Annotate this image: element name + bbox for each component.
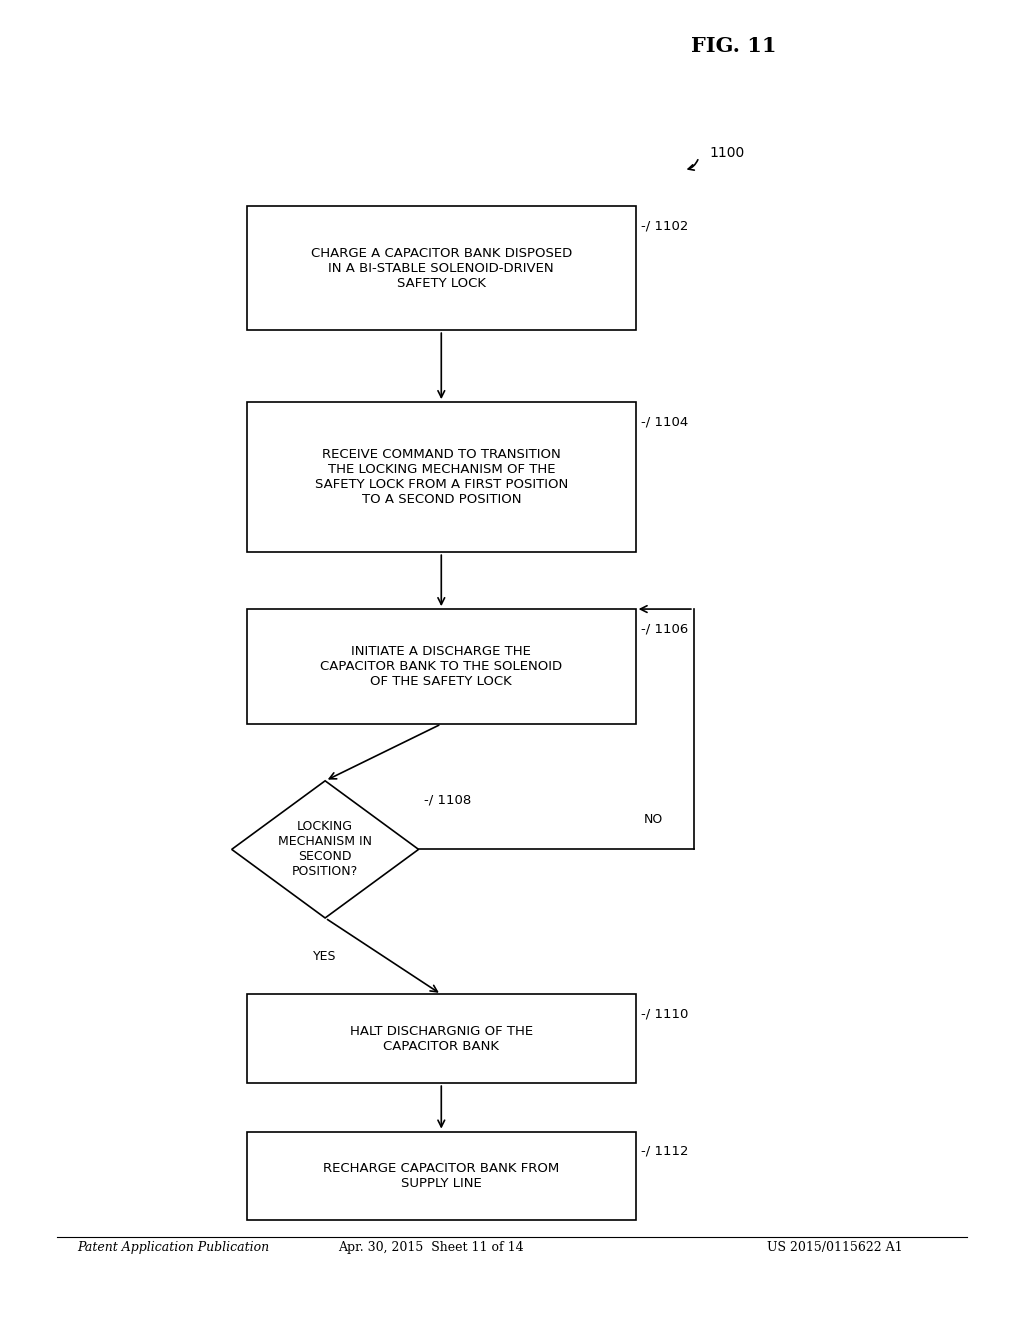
Text: CHARGE A CAPACITOR BANK DISPOSED
IN A BI-STABLE SOLENOID-DRIVEN
SAFETY LOCK: CHARGE A CAPACITOR BANK DISPOSED IN A BI…: [310, 247, 572, 289]
Text: Patent Application Publication: Patent Application Publication: [78, 1241, 269, 1254]
Bar: [247, 1131, 636, 1220]
Text: Apr. 30, 2015  Sheet 11 of 14: Apr. 30, 2015 Sheet 11 of 14: [338, 1241, 524, 1254]
Text: -/ 1112: -/ 1112: [641, 1144, 688, 1158]
Text: -/ 1108: -/ 1108: [424, 793, 471, 807]
Text: -/ 1102: -/ 1102: [641, 219, 688, 232]
Bar: [247, 403, 636, 552]
Bar: [247, 609, 636, 723]
Text: -/ 1106: -/ 1106: [641, 622, 688, 635]
Text: YES: YES: [313, 949, 337, 962]
Polygon shape: [231, 781, 419, 917]
Text: RECEIVE COMMAND TO TRANSITION
THE LOCKING MECHANISM OF THE
SAFETY LOCK FROM A FI: RECEIVE COMMAND TO TRANSITION THE LOCKIN…: [314, 449, 568, 506]
Text: US 2015/0115622 A1: US 2015/0115622 A1: [767, 1241, 903, 1254]
Text: HALT DISCHARGNIG OF THE
CAPACITOR BANK: HALT DISCHARGNIG OF THE CAPACITOR BANK: [350, 1024, 532, 1053]
Bar: [247, 994, 636, 1084]
Text: FIG. 11: FIG. 11: [691, 36, 777, 57]
Text: 1100: 1100: [709, 147, 744, 160]
Text: LOCKING
MECHANISM IN
SECOND
POSITION?: LOCKING MECHANISM IN SECOND POSITION?: [279, 821, 372, 878]
Text: -/ 1110: -/ 1110: [641, 1007, 688, 1020]
Text: RECHARGE CAPACITOR BANK FROM
SUPPLY LINE: RECHARGE CAPACITOR BANK FROM SUPPLY LINE: [324, 1162, 559, 1189]
Text: NO: NO: [644, 813, 664, 826]
Text: -/ 1104: -/ 1104: [641, 414, 688, 428]
Text: INITIATE A DISCHARGE THE
CAPACITOR BANK TO THE SOLENOID
OF THE SAFETY LOCK: INITIATE A DISCHARGE THE CAPACITOR BANK …: [321, 645, 562, 688]
Bar: [247, 206, 636, 330]
